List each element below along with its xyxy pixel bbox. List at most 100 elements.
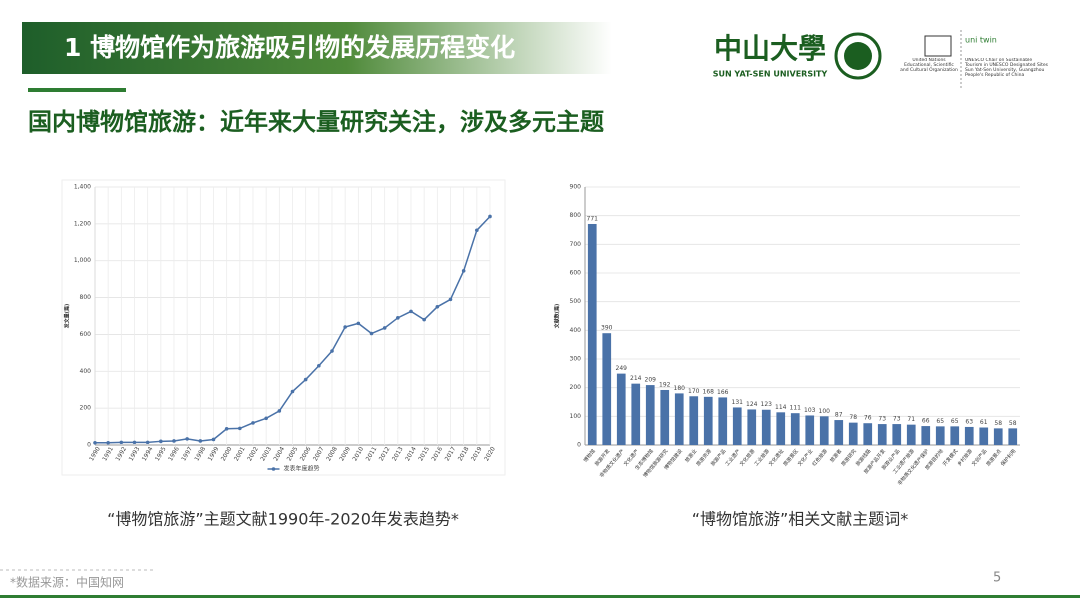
x-tick-label: 1998 bbox=[193, 445, 207, 462]
bar-value-label: 180 bbox=[674, 385, 686, 392]
y-tick-label: 0 bbox=[577, 442, 581, 449]
y-tick-label: 900 bbox=[570, 184, 582, 191]
bar-value-label: 100 bbox=[819, 408, 831, 415]
x-tick-label: 1999 bbox=[207, 445, 221, 462]
bar-value-label: 209 bbox=[645, 377, 657, 384]
bar-value-label: 73 bbox=[893, 416, 901, 423]
data-point bbox=[396, 316, 400, 320]
bar bbox=[718, 397, 728, 445]
unesco-chair: UNESCO Chair on Sustainable Tourism in U… bbox=[965, 58, 1048, 78]
bar-value-label: 114 bbox=[775, 404, 787, 411]
x-tick-label: 2019 bbox=[470, 445, 484, 462]
x-tick-label: 1996 bbox=[167, 445, 181, 462]
data-point bbox=[422, 317, 426, 322]
slide-title: 1 博物馆作为旅游吸引物的发展历程变化 bbox=[64, 33, 515, 62]
x-tick-label: 2012 bbox=[378, 445, 392, 462]
bar-value-label: 66 bbox=[922, 418, 930, 425]
bar bbox=[964, 426, 974, 445]
university-seal bbox=[834, 32, 882, 80]
unitwin: uni twin bbox=[965, 36, 997, 45]
y-tick-label: 0 bbox=[87, 442, 91, 449]
bar bbox=[703, 396, 713, 445]
x-tick-label: 1991 bbox=[101, 445, 115, 462]
bar bbox=[674, 393, 684, 445]
bar bbox=[790, 413, 800, 445]
bar-value-label: 124 bbox=[746, 401, 758, 408]
bar bbox=[921, 426, 931, 445]
y-tick-label: 500 bbox=[570, 298, 582, 305]
bar bbox=[776, 412, 786, 445]
x-tick-label: 2005 bbox=[286, 445, 300, 462]
page-number: 5 bbox=[993, 571, 1001, 586]
y-tick-label: 400 bbox=[570, 327, 582, 334]
data-point bbox=[409, 309, 413, 314]
caption: “博物馆旅游”相关文献主题词* bbox=[692, 510, 909, 529]
data-point bbox=[185, 437, 189, 441]
subtitle: 国内博物馆旅游：近年来大量研究关注，涉及多元主题 bbox=[28, 108, 604, 136]
legend-marker bbox=[271, 467, 276, 471]
bar bbox=[587, 223, 597, 445]
x-tick-label: 2013 bbox=[391, 445, 405, 462]
university-cn: 中山大學 bbox=[714, 32, 826, 65]
bar bbox=[848, 422, 858, 445]
bar-value-label: 73 bbox=[878, 416, 886, 423]
bar-value-label: 63 bbox=[965, 418, 973, 425]
bar-value-label: 123 bbox=[761, 401, 773, 408]
x-tick-label: 2004 bbox=[272, 445, 286, 462]
data-point bbox=[132, 440, 137, 445]
unesco-org: United Nations Educational, Scientific a… bbox=[900, 58, 958, 73]
data-point bbox=[119, 440, 124, 445]
bar-value-label: 192 bbox=[659, 381, 671, 388]
x-tick-label: 2020 bbox=[483, 445, 497, 462]
x-tick-label: 2011 bbox=[365, 445, 379, 462]
bar-value-label: 71 bbox=[907, 416, 915, 423]
x-tick-label: 2016 bbox=[430, 445, 444, 462]
bar-value-label: 65 bbox=[936, 418, 944, 425]
header-bar bbox=[22, 22, 612, 74]
x-tick-label: 红色旅游 bbox=[811, 448, 829, 468]
x-tick-label: 1995 bbox=[154, 445, 168, 462]
bar bbox=[877, 424, 887, 445]
bar bbox=[935, 426, 945, 445]
chart-frame bbox=[61, 179, 506, 476]
y-axis-title: 发文量(篇) bbox=[64, 304, 71, 330]
data-point bbox=[343, 325, 347, 329]
y-tick-label: 100 bbox=[570, 413, 582, 420]
data-point bbox=[317, 363, 321, 368]
x-tick-label: 1997 bbox=[180, 445, 194, 462]
data-point bbox=[264, 416, 268, 421]
y-tick-label: 300 bbox=[570, 356, 582, 363]
university-seal-center bbox=[844, 42, 872, 70]
data-point bbox=[198, 439, 203, 443]
bar bbox=[1008, 428, 1018, 445]
x-tick-label: 2003 bbox=[259, 445, 273, 462]
accent-line bbox=[28, 88, 126, 92]
x-tick-label: 2002 bbox=[246, 445, 260, 462]
data-point bbox=[448, 297, 453, 302]
bar bbox=[819, 416, 829, 445]
x-tick-label: 2015 bbox=[417, 445, 431, 462]
data-point bbox=[488, 214, 492, 219]
unesco-org-box: United Nations Educational, Scientific a… bbox=[900, 58, 958, 73]
bar bbox=[863, 423, 873, 445]
bar-value-label: 58 bbox=[1009, 420, 1017, 427]
bar bbox=[892, 424, 902, 445]
bar-value-label: 390 bbox=[601, 325, 613, 332]
bar-value-label: 58 bbox=[994, 420, 1002, 427]
university-en: SUN YAT-SEN UNIVERSITY bbox=[713, 70, 828, 79]
data-point bbox=[238, 426, 242, 431]
data-point bbox=[290, 389, 295, 394]
bar-value-label: 214 bbox=[630, 375, 642, 382]
source-note: *数据来源：中国知网 bbox=[10, 575, 124, 590]
bar-value-label: 61 bbox=[980, 419, 988, 426]
bar bbox=[645, 385, 655, 445]
bar-value-label: 771 bbox=[587, 215, 599, 222]
data-point bbox=[159, 439, 163, 444]
bar-value-label: 103 bbox=[804, 407, 816, 414]
bar bbox=[761, 409, 771, 445]
data-point bbox=[251, 421, 255, 425]
data-point bbox=[145, 440, 150, 445]
y-tick-label: 600 bbox=[570, 270, 582, 277]
y-tick-label: 200 bbox=[570, 384, 582, 391]
bar bbox=[747, 409, 757, 445]
